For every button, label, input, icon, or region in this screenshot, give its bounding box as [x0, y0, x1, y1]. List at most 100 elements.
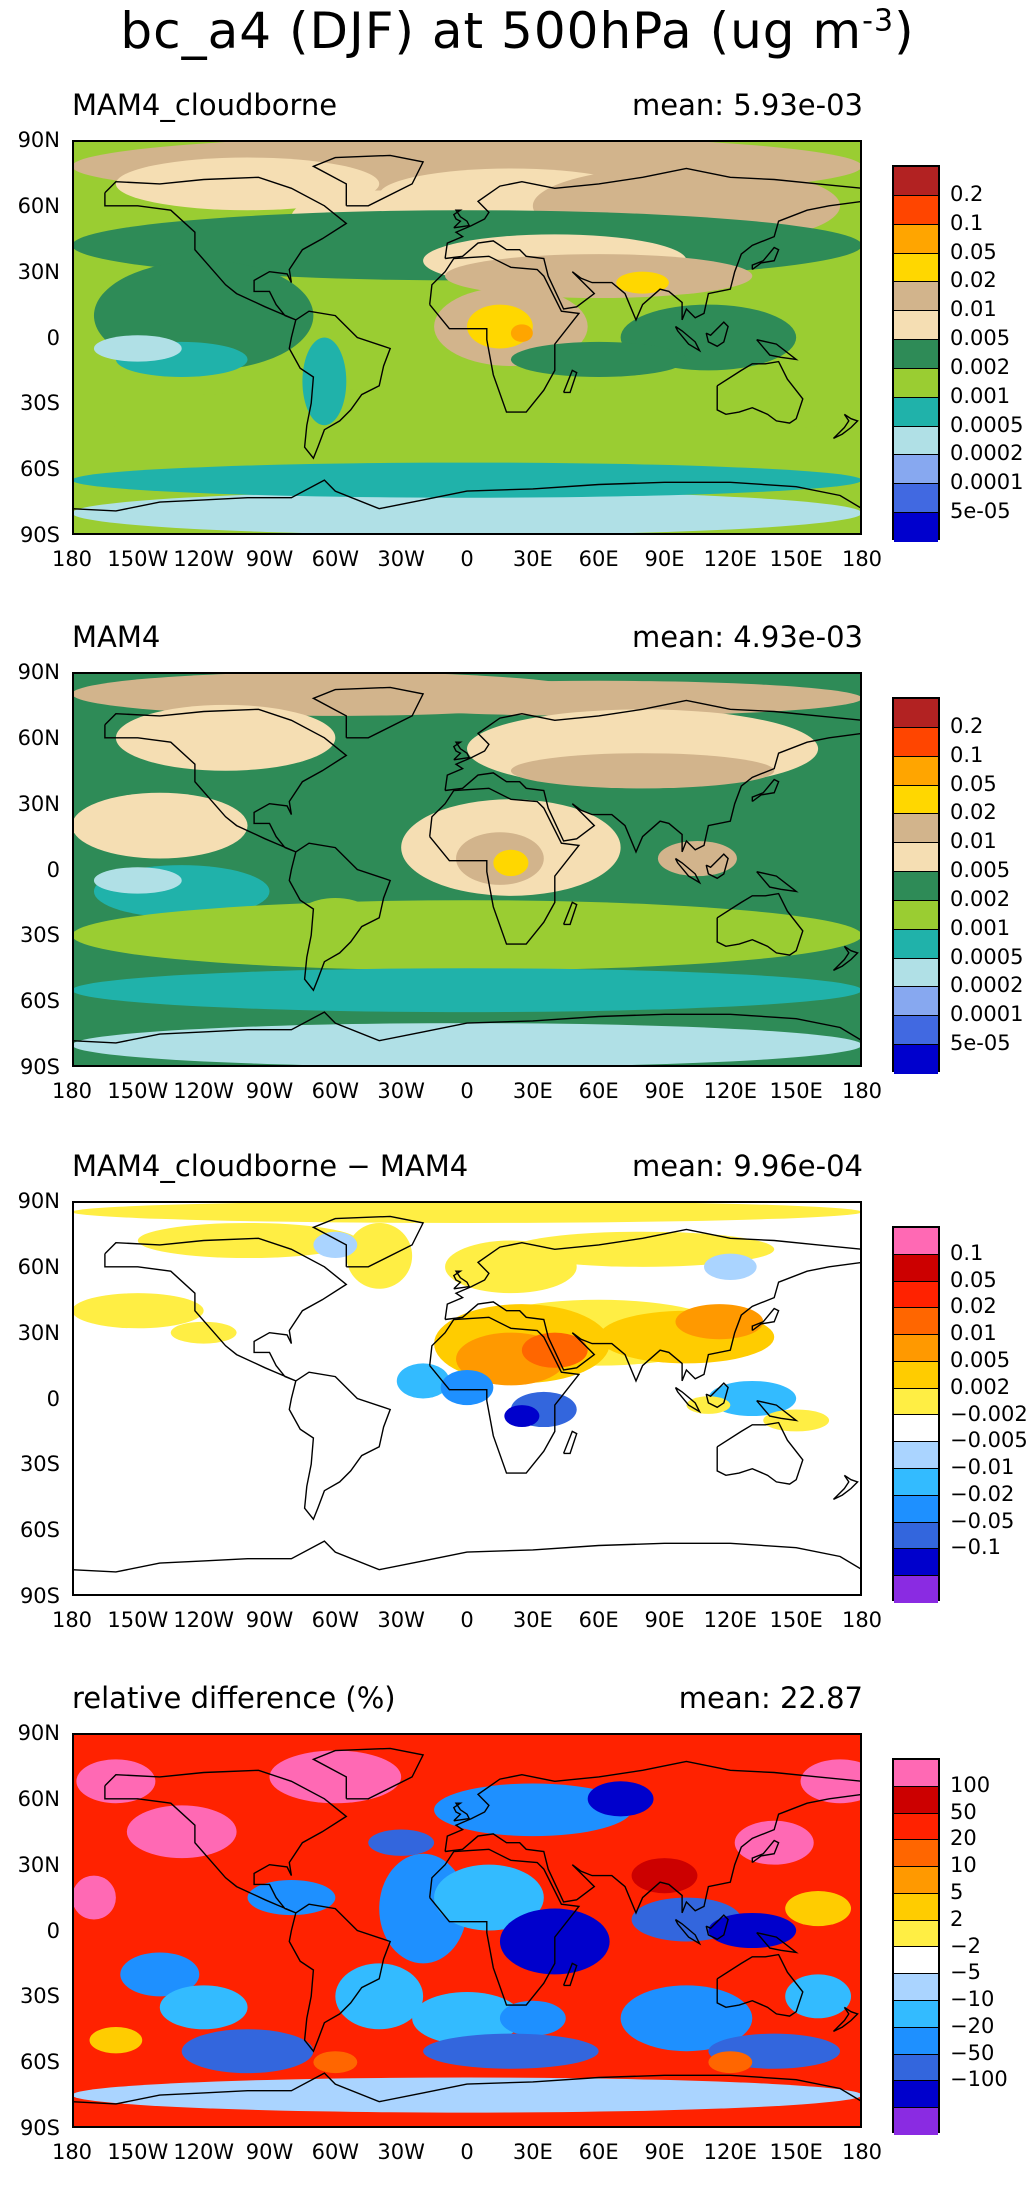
contour-region	[126, 1805, 237, 1859]
lon-tick-label: 120E	[703, 2140, 757, 2164]
contour-region	[181, 2029, 314, 2074]
lon-tick-label: 90W	[245, 547, 294, 571]
contour-region	[708, 2051, 753, 2074]
lat-tick-label: 60N	[17, 193, 60, 218]
lat-tick-label: 90S	[19, 2116, 60, 2140]
colorbar-cell	[894, 958, 938, 988]
coastline	[74, 1540, 860, 1573]
coastline	[444, 167, 860, 322]
colorbar-cell	[894, 311, 938, 341]
contour-region	[493, 849, 529, 877]
coastline	[674, 1918, 702, 1946]
contour-region	[313, 2051, 358, 2074]
lon-tick-label: 180	[841, 547, 883, 571]
lon-tick-label: 90W	[245, 1079, 294, 1103]
coastline	[311, 1215, 425, 1268]
colorbar-cell	[894, 1442, 938, 1470]
lon-tick-label: 120E	[703, 1608, 757, 1632]
colorbar-cell	[894, 1974, 938, 2002]
colorbar-level-label: 0.005	[950, 326, 1011, 351]
coastline	[674, 1386, 702, 1414]
coastline	[716, 1953, 804, 2017]
colorbar-cell	[894, 1415, 938, 1443]
coastline	[288, 1371, 392, 1521]
lat-tick-label: 0	[46, 1386, 60, 1411]
colorbar-level-label: 2	[950, 1906, 964, 1931]
coastline	[444, 699, 860, 854]
map-frame	[72, 1201, 862, 1596]
coastline	[104, 1237, 348, 1382]
lon-tick-label: 180	[841, 1608, 883, 1632]
coastline	[429, 1316, 581, 1474]
contour-region	[74, 792, 248, 859]
colorbar-level-label: 100	[950, 1772, 991, 1797]
colorbar-cell	[894, 1549, 938, 1577]
coastline	[833, 945, 859, 972]
lat-tick-label: 30N	[17, 1320, 60, 1345]
lat-tick-label: 60N	[17, 1254, 60, 1279]
colorbar-cell	[894, 1228, 938, 1255]
coastline	[716, 1421, 804, 1485]
contour-region	[510, 1231, 775, 1267]
coastline	[429, 787, 581, 945]
lon-tick-label: 150E	[769, 1079, 823, 1103]
lat-tick-label: 90S	[19, 1055, 60, 1079]
contour-region	[93, 867, 182, 894]
coastline	[311, 154, 425, 207]
colorbar-cell	[894, 1361, 938, 1389]
contour-region	[510, 341, 687, 377]
colorbar-cell	[894, 1840, 938, 1868]
lat-tick-label: 30S	[19, 1452, 60, 1477]
colorbar-level-label: 50	[950, 1799, 977, 1824]
colorbar	[892, 1226, 940, 1603]
lon-tick-label: 60E	[578, 1079, 619, 1103]
colorbar-level-label: −2	[950, 1933, 981, 1958]
lon-tick-label: 180	[51, 1079, 93, 1103]
coastline	[288, 842, 392, 992]
contour-region	[675, 1304, 764, 1340]
colorbar-level-label: 0.0002	[950, 973, 1024, 998]
colorbar-cell	[894, 987, 938, 1017]
contour-map	[74, 1203, 860, 1594]
colorbar-cell	[894, 2108, 938, 2135]
panel-mean: mean: 5.93e-03	[631, 88, 863, 122]
coastline	[104, 1769, 348, 1914]
lon-tick-label: 120W	[173, 1608, 235, 1632]
contour-region	[412, 1991, 522, 2045]
panel-title: relative difference (%)	[72, 1681, 396, 1715]
lat-tick-label: 60N	[17, 725, 60, 750]
colorbar-level-label: −0.02	[950, 1481, 1015, 1506]
contour-region	[74, 1023, 860, 1065]
lat-tick-label: 90S	[19, 523, 60, 547]
contour-region	[74, 1293, 204, 1329]
coastline	[756, 871, 799, 893]
colorbar-level-label: 0.02	[950, 268, 997, 293]
contour-region	[423, 2033, 599, 2069]
contour-region	[74, 2077, 860, 2113]
map-frame	[72, 1733, 862, 2128]
colorbar-level-label: 0.0005	[950, 412, 1024, 437]
contour-region	[302, 337, 347, 426]
coastline	[74, 2072, 860, 2105]
lat-tick-label: 90S	[19, 1584, 60, 1608]
colorbar-level-label: 0.0002	[950, 441, 1024, 466]
coastline	[716, 892, 804, 956]
coastline	[288, 310, 392, 460]
colorbar-level-label: −10	[950, 1987, 995, 2012]
lon-tick-label: 0	[460, 1079, 474, 1103]
contour-map	[74, 674, 860, 1065]
colorbar-cell	[894, 1495, 938, 1523]
colorbar-level-label: −0.1	[950, 1535, 1001, 1560]
colorbar-cell	[894, 224, 938, 254]
contour-region	[704, 1253, 757, 1280]
lon-tick-label: 30E	[512, 1079, 553, 1103]
colorbar	[892, 1758, 940, 2135]
coastline	[833, 2006, 859, 2033]
lon-tick-label: 60W	[311, 1079, 360, 1103]
contour-region	[800, 1759, 860, 1804]
coastline	[705, 1382, 729, 1409]
panel-mean: mean: 9.96e-04	[631, 1149, 863, 1183]
colorbar-level-label: 0.1	[950, 210, 984, 235]
coastline	[429, 1848, 581, 2006]
lon-tick-label: 30W	[377, 1608, 425, 1632]
